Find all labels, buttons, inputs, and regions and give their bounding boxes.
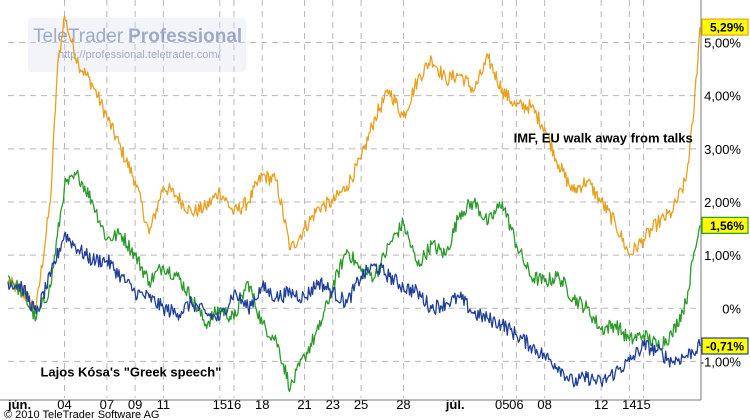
annotation: Lajos Kósa's "Greek speech" <box>40 364 221 379</box>
x-tick-label: 28 <box>396 397 410 412</box>
x-tick-label: 21 <box>297 397 311 412</box>
badge-layer: 5,29% 1,56% -0,71% <box>701 18 749 355</box>
plot-background <box>0 0 701 400</box>
y-tick-label: -1,00% <box>700 354 742 369</box>
x-tick-label: 12 <box>594 397 608 412</box>
x-tick-label: 09 <box>128 397 142 412</box>
watermark-title-b: Professional <box>128 26 242 47</box>
watermark: TeleTrader Professional http://profession… <box>28 18 246 72</box>
y-tick-label: 0% <box>722 301 741 316</box>
last-value-label: 1,56% <box>710 219 744 233</box>
y-tick-label: 5,00% <box>704 36 741 51</box>
axis-layer: 5,00% 4,00% 3,00% 2,00% 1,00% 0% -1,00% 04 07 09 1… <box>0 0 741 412</box>
series-layer <box>7 15 701 393</box>
x-tick-label: 23 <box>326 397 340 412</box>
watermark-title: TeleTrader Professional <box>33 26 242 47</box>
series-line-1 <box>7 169 701 393</box>
y-tick-label: 4,00% <box>704 89 741 104</box>
x-tick-label: 15 <box>636 397 650 412</box>
x-tick-label: 04 <box>57 397 71 412</box>
series-line-2 <box>7 231 701 388</box>
x-tick-label: 06 <box>509 397 523 412</box>
x-tick-label: 15 <box>213 397 227 412</box>
y-tick-label: 1,00% <box>704 248 741 263</box>
annotation-layer: IMF, EU walk away from talks Lajos Kósa's… <box>40 130 692 379</box>
watermark-url: http://professional.teletrader.com/ <box>58 49 222 61</box>
series-line-0 <box>7 15 701 310</box>
last-value-label: -0,71% <box>706 340 744 354</box>
footer-copyright: © 2010 TeleTrader Software AG <box>4 409 159 420</box>
y-tick-label: 3,00% <box>704 142 741 157</box>
watermark-box <box>28 18 246 72</box>
annotation: IMF, EU walk away from talks <box>514 130 693 145</box>
x-month-label: júl. <box>445 397 465 412</box>
watermark-title-a: TeleTrader <box>33 26 124 47</box>
last-value-badge <box>701 337 749 355</box>
x-tick-label: 11 <box>157 397 171 412</box>
y-tick-label: 2,00% <box>704 195 741 210</box>
x-tick-label: 14 <box>622 397 636 412</box>
x-tick-label: 05 <box>495 397 509 412</box>
x-tick-label: 25 <box>354 397 368 412</box>
last-value-badge <box>701 216 749 234</box>
x-tick-label: 18 <box>255 397 269 412</box>
x-tick-label: 07 <box>100 397 114 412</box>
last-value-label: 5,29% <box>710 21 744 35</box>
x-month-label: jún. <box>7 397 31 412</box>
last-value-badge <box>701 18 749 36</box>
x-tick-label: 16 <box>227 397 241 412</box>
x-tick-label: 08 <box>537 397 551 412</box>
